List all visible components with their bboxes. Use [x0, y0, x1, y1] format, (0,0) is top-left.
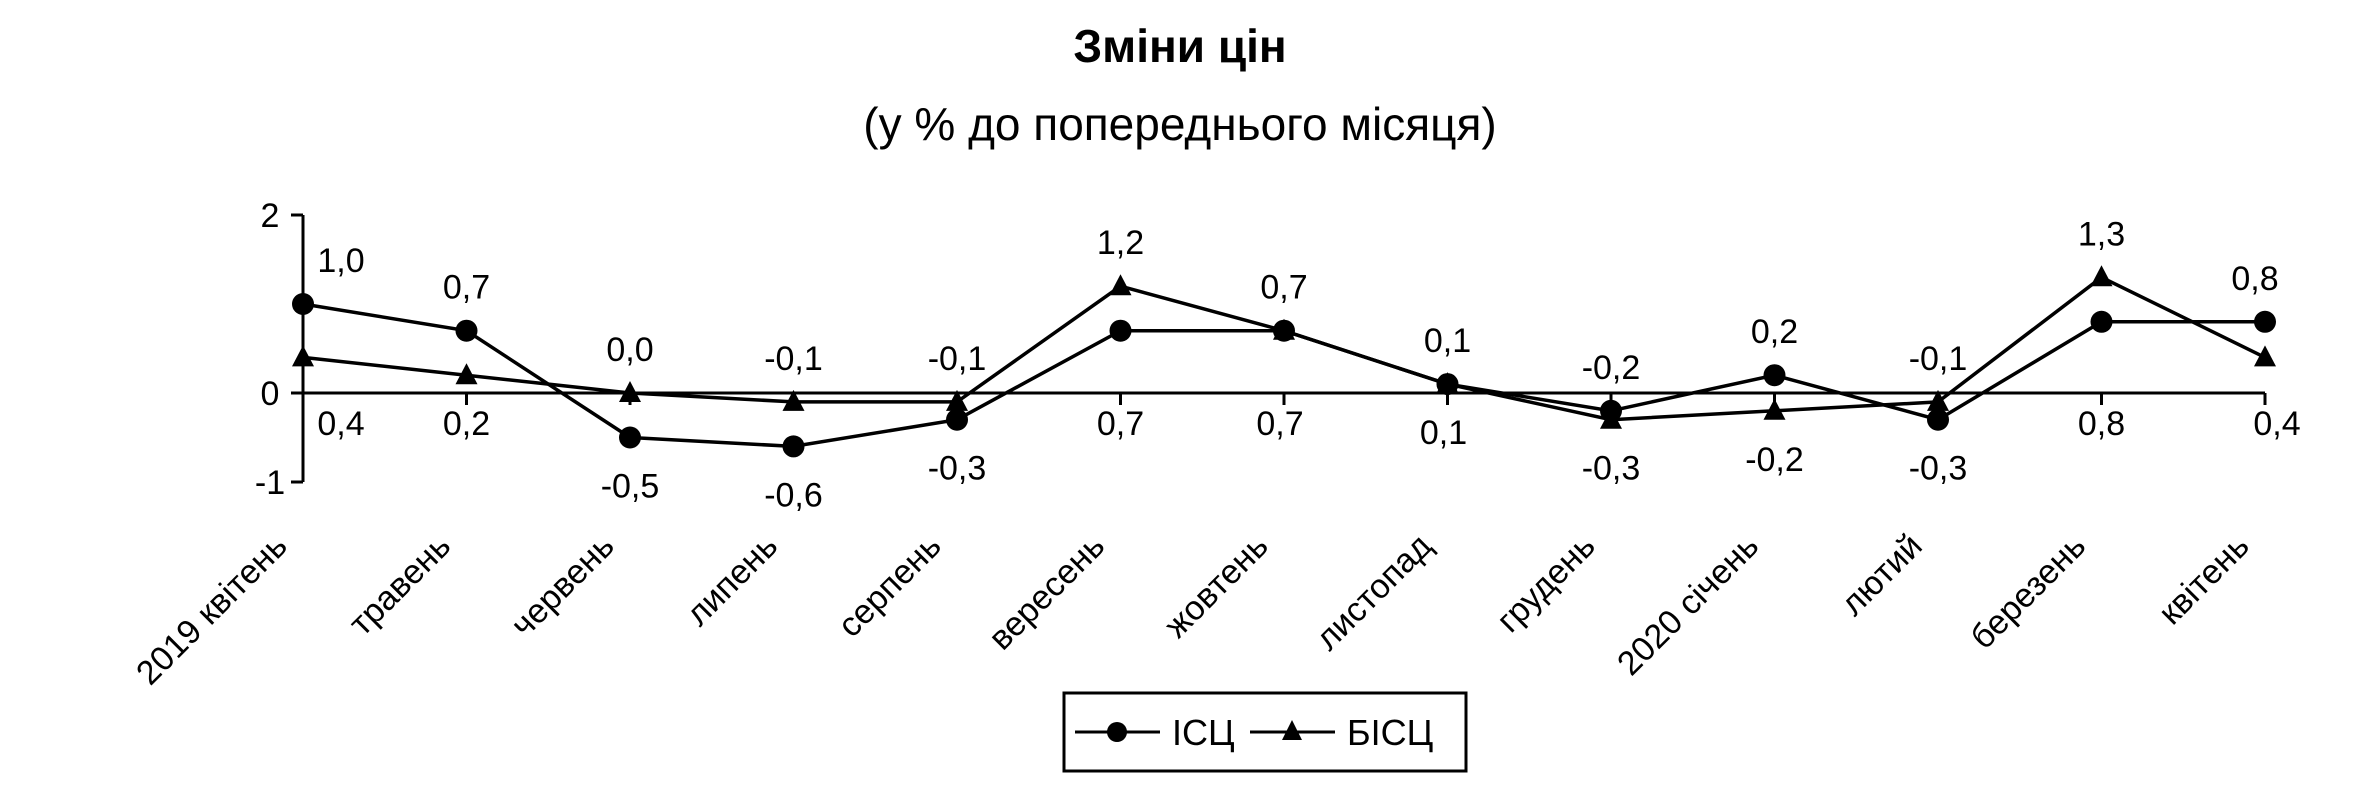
- data-label-series-1: 0,2: [1751, 313, 1798, 351]
- category-label: грудень: [1489, 527, 1602, 640]
- category-labels-layer: 2019 квітень травень червень липень серпень в…: [129, 527, 2257, 693]
- data-label-series-2: 1,3: [2078, 215, 2125, 253]
- data-label-series-2: -0,1: [1909, 340, 1968, 378]
- data-label-series-1: 0,7: [1260, 269, 1307, 307]
- data-label-series-2: 0,2: [443, 405, 490, 443]
- category-label: жовтень: [1157, 527, 1275, 645]
- y-tick-label: -1: [255, 464, 285, 502]
- category-label: квітень: [2151, 527, 2256, 632]
- series-2-point: [2090, 265, 2113, 287]
- series-1-point: [2254, 310, 2276, 333]
- series-1-point: [1927, 408, 1949, 431]
- series-2-point: [455, 363, 478, 385]
- series-2-point: [1763, 398, 1786, 420]
- data-label-series-2: 0,4: [317, 405, 364, 443]
- chart-subtitle: (у % до попереднього місяця): [863, 98, 1496, 150]
- data-label-series-1: 0,8: [2231, 260, 2278, 298]
- data-label-series-1: -0,3: [1909, 450, 1968, 488]
- category-label: серпень: [831, 527, 949, 645]
- category-label: травень: [342, 527, 458, 643]
- data-label-series-1: 0,7: [1097, 405, 1144, 443]
- series-1-point: [455, 319, 478, 342]
- data-label-series-2: -0,2: [1745, 441, 1804, 479]
- series-2-point: [1109, 274, 1132, 296]
- category-label: березень: [1963, 527, 2093, 657]
- series-2-point: [1600, 407, 1622, 429]
- series-2-point: [782, 389, 805, 411]
- series-1-point: [946, 408, 968, 431]
- data-label-series-1: -0,2: [1582, 349, 1641, 387]
- series-2-point: [2254, 345, 2276, 367]
- series-2-point: [619, 381, 641, 402]
- data-labels-layer: 1,0 0,4 0,7 0,2 -0,5 0,0 -0,6 -0,1 -0,3 -0,1 0,7 1,…: [317, 215, 2300, 514]
- data-label-series-2: 0,7: [1256, 405, 1303, 443]
- category-label: липень: [679, 527, 786, 634]
- series-1-point: [619, 426, 641, 449]
- data-label-series-1: 0,1: [1424, 322, 1471, 360]
- series-1-point: [2090, 310, 2113, 333]
- series-2-point: [946, 389, 968, 411]
- legend-series-1-marker: [1107, 722, 1127, 742]
- data-label-series-1: -0,5: [601, 468, 660, 506]
- category-label: 2020 січень: [1610, 527, 1766, 683]
- data-label-series-1: 0,7: [443, 269, 490, 307]
- category-label: лютий: [1833, 527, 1929, 623]
- chart-title: Зміни цін: [1073, 20, 1286, 72]
- data-label-series-1: 1,0: [317, 242, 364, 280]
- series-1-point: [782, 435, 805, 458]
- category-label: вересень: [981, 527, 1112, 658]
- legend-series-2-marker: [1282, 720, 1302, 740]
- series-2-point: [1273, 318, 1295, 340]
- data-label-series-2: 0,0: [606, 331, 653, 369]
- series-2-point: [292, 345, 314, 367]
- legend: ІСЦ БІСЦ: [1062, 691, 1468, 773]
- data-label-series-1: -0,3: [928, 450, 987, 488]
- data-label-series-2: -0,3: [1582, 450, 1641, 488]
- data-label-series-1: 0,8: [2078, 405, 2125, 443]
- legend-series-1-label: ІСЦ: [1172, 712, 1235, 753]
- series-2-point: [1927, 389, 1949, 411]
- data-label-series-2: 0,1: [1420, 414, 1467, 452]
- y-tick-label: 0: [261, 375, 280, 413]
- series-2-point: [1436, 372, 1459, 394]
- category-label: листопад: [1308, 527, 1439, 658]
- series-1-point: [1109, 319, 1132, 342]
- data-label-series-2: 1,2: [1097, 224, 1144, 262]
- data-label-series-2: -0,1: [928, 340, 987, 378]
- category-label: червень: [504, 527, 622, 645]
- data-label-series-2: 0,4: [2253, 405, 2300, 443]
- data-label-series-2: -0,1: [764, 340, 823, 378]
- series-1-point: [1763, 364, 1786, 387]
- legend-series-2-label: БІСЦ: [1347, 712, 1433, 753]
- series-layer: [292, 265, 2276, 458]
- category-label: 2019 квітень: [129, 527, 295, 693]
- data-label-series-1: -0,6: [764, 476, 823, 514]
- y-tick-label: 2: [261, 197, 280, 235]
- series-1-point: [292, 293, 314, 315]
